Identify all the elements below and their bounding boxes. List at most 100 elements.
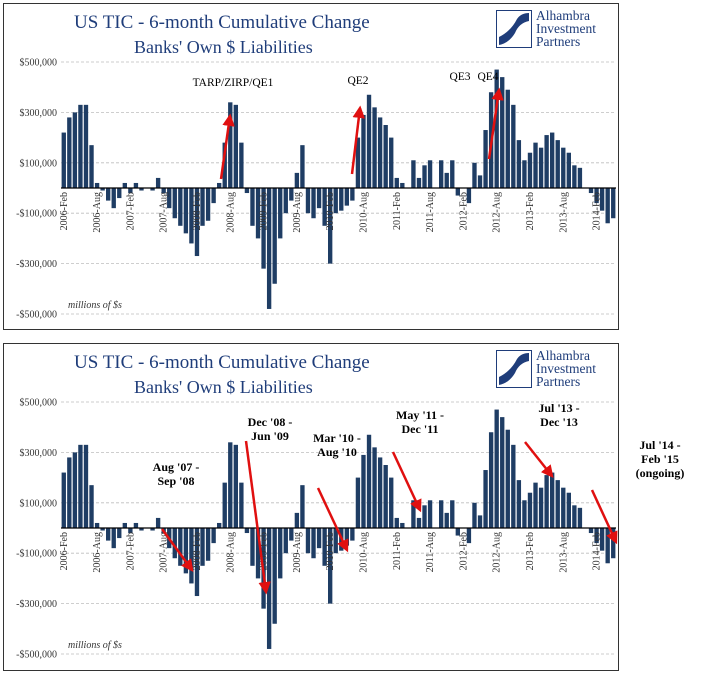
bar bbox=[250, 528, 255, 566]
bar bbox=[377, 457, 383, 528]
x-tick-label: 2014-Feb bbox=[592, 192, 603, 230]
bar bbox=[244, 528, 250, 534]
annotation-arrow bbox=[219, 113, 235, 180]
annotation-label: Dec '08 - bbox=[248, 415, 293, 429]
annotation-label: Jun '09 bbox=[251, 429, 289, 443]
bar bbox=[605, 528, 610, 564]
y-tick-label: -$500,000 bbox=[16, 310, 57, 321]
annotation-label: Dec '13 bbox=[540, 415, 578, 429]
bar bbox=[372, 107, 377, 188]
bar bbox=[527, 492, 533, 528]
chart-title: US TIC - 6-month Cumulative Change bbox=[74, 352, 370, 373]
bar bbox=[261, 188, 266, 269]
bar bbox=[477, 515, 483, 528]
bar bbox=[444, 512, 449, 528]
chart-title: US TIC - 6-month Cumulative Change bbox=[74, 12, 370, 33]
bar bbox=[172, 528, 177, 559]
bar bbox=[561, 487, 566, 528]
bar bbox=[516, 140, 522, 188]
bar bbox=[72, 112, 78, 188]
bar bbox=[128, 188, 133, 194]
bar bbox=[106, 188, 111, 201]
bar bbox=[255, 528, 261, 579]
annotation-arrow bbox=[590, 489, 618, 545]
bar bbox=[377, 117, 383, 188]
bar bbox=[394, 177, 399, 188]
bar bbox=[455, 528, 460, 536]
bar bbox=[100, 188, 105, 191]
bar bbox=[389, 477, 394, 528]
bar bbox=[605, 188, 610, 224]
bar bbox=[500, 77, 505, 188]
bar bbox=[211, 528, 216, 544]
chart-panel-2: US TIC - 6-month Cumulative Change Banks… bbox=[3, 343, 619, 671]
y-tick-label: -$300,000 bbox=[16, 259, 57, 270]
x-tick-label: 2008-Feb bbox=[192, 532, 203, 570]
x-tick-label: 2007-Aug bbox=[159, 192, 170, 233]
bar bbox=[533, 482, 538, 528]
y-tick-label: -$300,000 bbox=[16, 599, 57, 610]
bar bbox=[250, 188, 255, 226]
x-tick-label: 2011-Aug bbox=[425, 192, 436, 232]
bar bbox=[439, 160, 444, 188]
bar bbox=[278, 528, 283, 579]
x-tick-label: 2013-Feb bbox=[525, 192, 536, 230]
bar bbox=[555, 140, 560, 188]
bar bbox=[300, 145, 305, 188]
bar bbox=[194, 188, 200, 257]
bar bbox=[294, 512, 300, 528]
bar bbox=[477, 175, 483, 188]
bar bbox=[155, 517, 161, 528]
annotation-arrow bbox=[524, 441, 554, 478]
bar bbox=[133, 182, 139, 188]
x-tick-label: 2011-Feb bbox=[392, 532, 403, 570]
bar bbox=[594, 528, 599, 544]
bar bbox=[322, 528, 327, 566]
bar bbox=[283, 528, 288, 554]
bar bbox=[200, 188, 205, 226]
bar bbox=[555, 480, 560, 528]
x-tick-label: 2008-Feb bbox=[192, 192, 203, 230]
x-tick-label: 2009-Aug bbox=[292, 532, 303, 573]
bar bbox=[205, 528, 211, 561]
x-tick-label: 2009-Feb bbox=[259, 192, 270, 230]
x-tick-label: 2007-Feb bbox=[125, 192, 136, 230]
bar bbox=[561, 147, 566, 188]
bar bbox=[466, 528, 472, 544]
bar bbox=[67, 457, 72, 528]
annotation-label: QE4 bbox=[477, 71, 498, 83]
bar bbox=[266, 188, 272, 309]
chart-subtitle: Banks' Own $ Liabilities bbox=[134, 377, 313, 397]
unit-label: millions of $s bbox=[68, 640, 122, 651]
bar bbox=[450, 160, 455, 188]
bar bbox=[472, 162, 477, 188]
y-tick-label: $300,000 bbox=[20, 448, 58, 459]
bar bbox=[333, 188, 338, 214]
bar bbox=[183, 528, 189, 574]
bar bbox=[139, 528, 144, 531]
bar bbox=[550, 132, 555, 188]
bar bbox=[416, 177, 422, 188]
bar bbox=[178, 528, 183, 566]
y-tick-label: $500,000 bbox=[20, 398, 58, 409]
bar bbox=[527, 152, 533, 188]
annotation-label: QE3 bbox=[449, 71, 470, 83]
bar bbox=[411, 160, 416, 188]
bar bbox=[244, 188, 250, 194]
y-tick-label: $500,000 bbox=[20, 58, 58, 69]
bar bbox=[200, 528, 205, 566]
bar bbox=[217, 522, 222, 528]
bar bbox=[588, 528, 594, 534]
bar bbox=[422, 165, 427, 188]
bar bbox=[83, 444, 89, 528]
x-tick-label: 2010-Feb bbox=[325, 192, 336, 230]
bar bbox=[400, 522, 405, 528]
x-tick-label: 2006-Feb bbox=[59, 192, 70, 230]
bar bbox=[150, 188, 155, 191]
y-tick-label: $300,000 bbox=[20, 108, 58, 119]
bar bbox=[450, 500, 455, 528]
bar bbox=[566, 152, 571, 188]
bar bbox=[211, 188, 216, 204]
bar bbox=[67, 117, 72, 188]
x-tick-label: 2013-Aug bbox=[558, 192, 569, 233]
